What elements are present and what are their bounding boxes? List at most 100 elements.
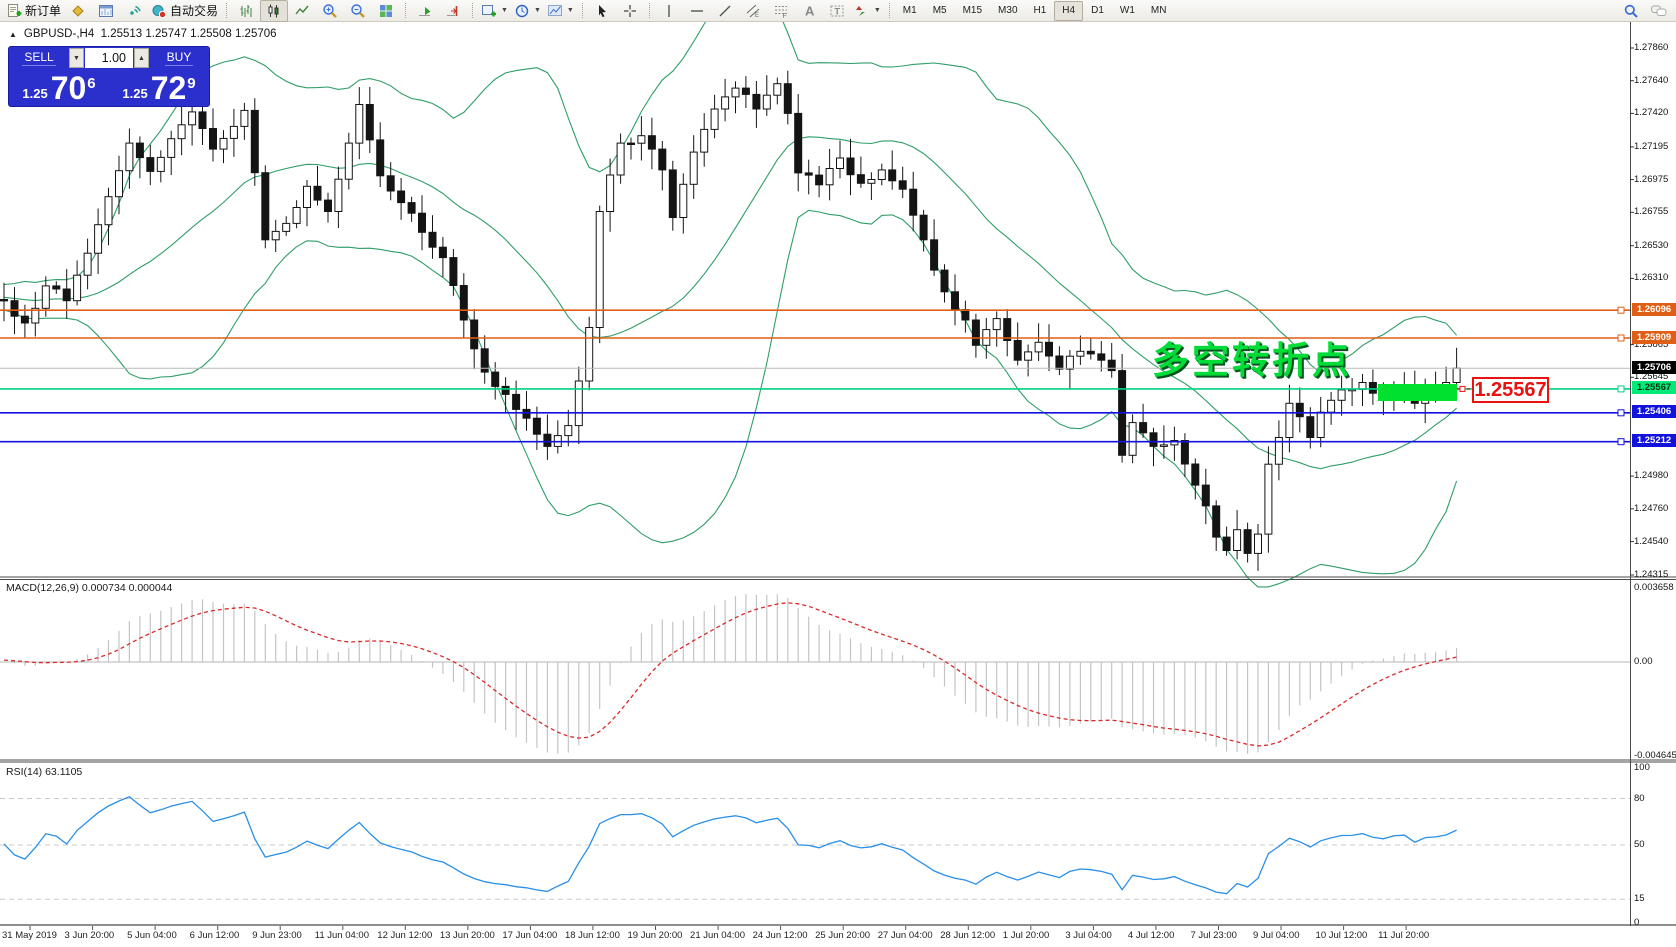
price-tick-label: 1.27195 xyxy=(1634,140,1669,152)
line-chart-button[interactable] xyxy=(288,0,316,22)
candle-body xyxy=(491,371,500,387)
candle-body xyxy=(1159,444,1168,447)
candle-body xyxy=(1180,440,1189,465)
candle-body xyxy=(951,291,959,311)
chat-button[interactable] xyxy=(1645,0,1673,22)
price-tick-label: 1.24760 xyxy=(1634,502,1669,514)
candle-body xyxy=(877,169,886,180)
sell-price-button[interactable]: 1.25 70 6 xyxy=(10,69,108,105)
market-watch-button[interactable] xyxy=(92,0,120,22)
bollinger-band-line xyxy=(3,0,1458,374)
candle-body xyxy=(459,285,468,321)
candlestick-chart-button[interactable] xyxy=(260,0,289,22)
support-zone-rectangle[interactable] xyxy=(1378,384,1457,401)
fibonacci-tool[interactable]: F xyxy=(767,0,795,22)
timeframe-m5[interactable]: M5 xyxy=(932,5,947,16)
candle-body xyxy=(1264,463,1273,535)
timeframe-mn[interactable]: MN xyxy=(1150,5,1167,16)
vertical-line-tool[interactable] xyxy=(655,0,683,22)
crosshair-icon xyxy=(623,4,636,17)
candle-body xyxy=(543,433,552,447)
text-tool[interactable]: A xyxy=(795,0,823,22)
horizontal-line-tool[interactable] xyxy=(683,0,711,22)
timeframe-d1[interactable]: D1 xyxy=(1091,5,1104,16)
callout-anchor xyxy=(1459,385,1466,392)
zoom-out-button[interactable] xyxy=(344,0,372,22)
line-handle[interactable] xyxy=(1617,334,1625,342)
line-handle[interactable] xyxy=(1617,409,1625,417)
line-handle[interactable] xyxy=(1617,385,1625,393)
dropdown-caret-icon: ▼ xyxy=(566,7,574,14)
collapse-panel-icon[interactable]: ▲ xyxy=(9,30,17,39)
price-line-label: 1.25909 xyxy=(1632,330,1676,344)
separator xyxy=(888,3,890,18)
time-axis-label: 3 Jul 04:00 xyxy=(1065,930,1112,941)
time-axis-label: 18 Jun 12:00 xyxy=(564,930,620,941)
text-label-tool[interactable]: T xyxy=(823,0,851,22)
line-handle[interactable] xyxy=(1617,438,1625,446)
candle-body xyxy=(167,138,176,158)
profiles-button[interactable] xyxy=(64,0,92,22)
time-axis-label: 13 Jun 20:00 xyxy=(439,930,495,941)
arrows-tool-dropdown[interactable]: ▼ xyxy=(851,0,884,22)
rsi-axis-label: 80 xyxy=(1634,792,1645,804)
new-order-label: 新订单 xyxy=(25,4,62,18)
candle-body xyxy=(261,172,270,241)
candle-body xyxy=(815,174,824,186)
price-callout-label[interactable]: 1.25567 xyxy=(1472,377,1549,403)
candle-body xyxy=(930,239,939,271)
chart-shift-button[interactable] xyxy=(439,0,467,22)
dropdown-caret-icon: ▼ xyxy=(501,7,508,14)
zoom-in-button[interactable] xyxy=(316,0,344,22)
candle-body xyxy=(1368,382,1377,394)
timeframe-h4[interactable]: H4 xyxy=(1054,0,1084,21)
candle-body xyxy=(240,109,249,127)
candle-body xyxy=(1013,340,1022,361)
sell-button[interactable]: SELL xyxy=(10,48,68,68)
cursor-tool-button[interactable] xyxy=(588,0,616,22)
text-icon: A xyxy=(805,3,815,18)
candle-body xyxy=(1274,437,1283,465)
buy-button[interactable]: BUY xyxy=(150,48,208,68)
candle-body xyxy=(1452,367,1461,384)
signals-button[interactable] xyxy=(120,0,148,22)
candle-body xyxy=(1191,463,1200,486)
timeframe-m1[interactable]: M1 xyxy=(902,5,917,16)
trendline-tool[interactable] xyxy=(711,0,739,22)
text-label-icon: T xyxy=(830,5,844,16)
candle-body xyxy=(867,179,876,184)
volume-decrease-button[interactable]: ▼ xyxy=(69,48,84,68)
time-axis-label: 31 May 2019 xyxy=(2,930,57,941)
volume-input[interactable]: 1.00 xyxy=(85,48,133,68)
timeframe-m30[interactable]: M30 xyxy=(998,5,1018,16)
search-button[interactable] xyxy=(1617,0,1645,22)
tile-windows-button[interactable] xyxy=(372,0,400,22)
new-chart-dropdown[interactable]: ▼ xyxy=(478,0,511,22)
periods-dropdown[interactable]: ▼ xyxy=(511,0,544,22)
buy-price-button[interactable]: 1.25 72 9 xyxy=(110,69,208,105)
volume-increase-button[interactable]: ▲ xyxy=(134,48,149,68)
buy-price-prefix: 1.25 xyxy=(122,85,148,101)
new-order-button[interactable]: 新订单 xyxy=(3,0,64,22)
candle-body xyxy=(794,112,803,174)
rsi-axis-label: 15 xyxy=(1634,893,1645,905)
time-axis-label: 27 Jun 04:00 xyxy=(877,930,933,941)
candle-body xyxy=(83,252,92,276)
timeframe-m15[interactable]: M15 xyxy=(962,5,983,16)
templates-dropdown[interactable]: ▼ xyxy=(544,0,577,22)
price-tick-label: 1.27640 xyxy=(1634,74,1669,86)
separator xyxy=(581,3,583,18)
pivot-annotation-text[interactable]: 多空转折点 xyxy=(1152,340,1352,381)
auto-trading-button[interactable]: 自动交易 xyxy=(148,0,221,22)
timeframe-w1[interactable]: W1 xyxy=(1119,5,1135,16)
auto-scroll-button[interactable] xyxy=(411,0,439,22)
horizontal-line-icon xyxy=(690,9,703,12)
price-tick-label: 1.27860 xyxy=(1634,42,1669,53)
line-handle[interactable] xyxy=(1617,306,1625,314)
bar-chart-button[interactable] xyxy=(232,0,260,22)
timeframe-h1[interactable]: H1 xyxy=(1033,5,1047,16)
channel-tool[interactable]: E xyxy=(739,0,767,22)
candle-body xyxy=(971,319,980,346)
crosshair-tool-button[interactable] xyxy=(616,0,644,22)
